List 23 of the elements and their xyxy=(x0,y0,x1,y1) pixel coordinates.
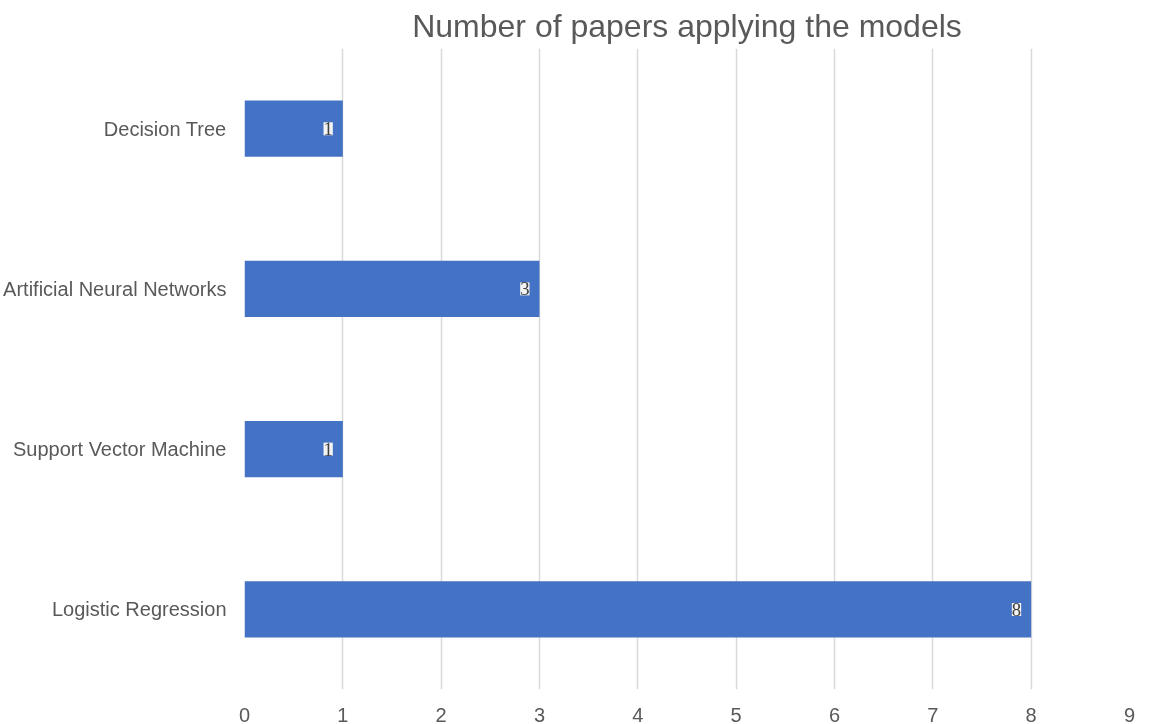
data-label: 1 xyxy=(323,438,333,460)
bar xyxy=(244,581,1032,638)
x-tick-label: 1 xyxy=(337,703,349,724)
bar xyxy=(244,100,343,157)
x-tick-label: 4 xyxy=(632,703,644,724)
x-tick-label: 0 xyxy=(238,703,251,724)
chart-title: Number of papers applying the models xyxy=(412,7,962,44)
x-tick-label: 3 xyxy=(533,703,546,724)
x-tick-label: 5 xyxy=(730,703,742,724)
x-tick-label: 9 xyxy=(1123,703,1136,724)
y-tick-label: Support Vector Machine xyxy=(13,438,227,461)
data-label: 8 xyxy=(1011,598,1022,620)
y-tick-label: Artificial Neural Networks xyxy=(3,277,227,300)
x-tick-label: 8 xyxy=(1025,703,1037,724)
data-label: 3 xyxy=(520,278,530,300)
y-tick-label: Logistic Regression xyxy=(51,598,227,621)
x-tick-label: 2 xyxy=(435,703,447,724)
x-tick-label: 7 xyxy=(927,703,939,724)
x-tick-label: 6 xyxy=(828,703,841,724)
bar xyxy=(244,260,540,317)
y-tick-label: Decision Tree xyxy=(103,117,227,140)
bar xyxy=(244,421,343,478)
data-label: 1 xyxy=(323,118,333,140)
